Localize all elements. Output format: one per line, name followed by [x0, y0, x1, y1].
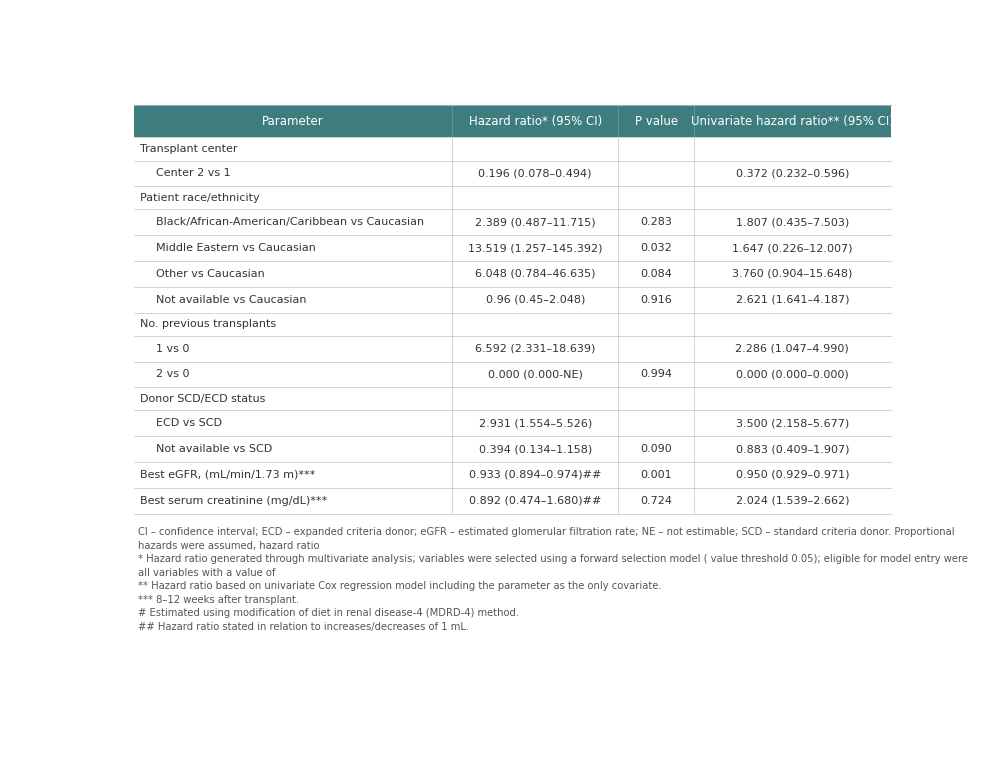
Text: Best eGFR, (mL/min/1.73 m)***: Best eGFR, (mL/min/1.73 m)***	[140, 470, 316, 480]
Text: *** 8–12 weeks after transplant.: *** 8–12 weeks after transplant.	[138, 595, 299, 605]
Text: 0.090: 0.090	[640, 444, 672, 454]
Bar	[134, 137, 891, 160]
Bar	[134, 313, 891, 336]
Bar	[134, 186, 891, 209]
Text: 0.283: 0.283	[640, 217, 672, 227]
Text: 2 vs 0: 2 vs 0	[156, 370, 190, 380]
Text: 2.286 (1.047–4.990): 2.286 (1.047–4.990)	[735, 344, 849, 354]
Text: 0.724: 0.724	[640, 495, 672, 505]
Bar	[134, 261, 891, 287]
Bar	[134, 387, 891, 410]
Text: 3.500 (2.158–5.677): 3.500 (2.158–5.677)	[736, 418, 849, 428]
Bar	[134, 336, 891, 361]
Bar	[134, 287, 891, 313]
Text: Transplant center: Transplant center	[140, 144, 238, 154]
Text: all variables with a value of: all variables with a value of	[138, 568, 276, 578]
Text: Donor SCD/ECD status: Donor SCD/ECD status	[140, 394, 266, 404]
Text: Other vs Caucasian: Other vs Caucasian	[156, 269, 265, 279]
Text: 6.592 (2.331–18.639): 6.592 (2.331–18.639)	[475, 344, 595, 354]
Text: Not available vs Caucasian: Not available vs Caucasian	[156, 295, 306, 304]
Text: P value: P value	[635, 115, 678, 128]
Bar	[134, 462, 891, 488]
Bar	[134, 105, 891, 137]
Text: CI – confidence interval; ECD – expanded criteria donor; eGFR – estimated glomer: CI – confidence interval; ECD – expanded…	[138, 528, 955, 538]
Text: 0.000 (0.000–0.000): 0.000 (0.000–0.000)	[736, 370, 849, 380]
Text: 1.647 (0.226–12.007): 1.647 (0.226–12.007)	[732, 243, 853, 253]
Text: 0.883 (0.409–1.907): 0.883 (0.409–1.907)	[736, 444, 849, 454]
Text: 0.933 (0.894–0.974)##: 0.933 (0.894–0.974)##	[469, 470, 601, 480]
Bar	[134, 209, 891, 235]
Text: 2.389 (0.487–11.715): 2.389 (0.487–11.715)	[475, 217, 596, 227]
Text: ## Hazard ratio stated in relation to increases/decreases of 1 mL.: ## Hazard ratio stated in relation to in…	[138, 622, 469, 632]
Text: 0.994: 0.994	[640, 370, 672, 380]
Text: 1 vs 0: 1 vs 0	[156, 344, 189, 354]
Text: Middle Eastern vs Caucasian: Middle Eastern vs Caucasian	[156, 243, 316, 253]
Text: ECD vs SCD: ECD vs SCD	[156, 418, 222, 428]
Text: 0.372 (0.232–0.596): 0.372 (0.232–0.596)	[736, 169, 849, 179]
Text: 0.196 (0.078–0.494): 0.196 (0.078–0.494)	[478, 169, 592, 179]
Text: 0.001: 0.001	[640, 470, 672, 480]
Text: # Estimated using modification of diet in renal disease-4 (MDRD-4) method.: # Estimated using modification of diet i…	[138, 608, 519, 618]
Text: 0.084: 0.084	[640, 269, 672, 279]
Text: 2.621 (1.641–4.187): 2.621 (1.641–4.187)	[736, 295, 849, 304]
Bar	[134, 436, 891, 462]
Bar	[134, 160, 891, 186]
Text: 0.032: 0.032	[640, 243, 672, 253]
Text: 0.394 (0.134–1.158): 0.394 (0.134–1.158)	[479, 444, 592, 454]
Bar	[134, 235, 891, 261]
Text: * Hazard ratio generated through multivariate analysis; variables were selected : * Hazard ratio generated through multiva…	[138, 555, 968, 565]
Bar	[134, 410, 891, 436]
Text: ** Hazard ratio based on univariate Cox regression model including the parameter: ** Hazard ratio based on univariate Cox …	[138, 581, 662, 591]
Text: Parameter: Parameter	[262, 115, 324, 128]
Text: 2.931 (1.554–5.526): 2.931 (1.554–5.526)	[479, 418, 592, 428]
Text: 13.519 (1.257–145.392): 13.519 (1.257–145.392)	[468, 243, 602, 253]
Text: Patient race/ethnicity: Patient race/ethnicity	[140, 193, 260, 203]
Text: Black/African-American/Caribbean vs Caucasian: Black/African-American/Caribbean vs Cauc…	[156, 217, 424, 227]
Text: 3.760 (0.904–15.648): 3.760 (0.904–15.648)	[732, 269, 853, 279]
Text: Not available vs SCD: Not available vs SCD	[156, 444, 272, 454]
Text: 0.916: 0.916	[640, 295, 672, 304]
Text: 0.000 (0.000-NE): 0.000 (0.000-NE)	[488, 370, 583, 380]
Text: 0.96 (0.45–2.048): 0.96 (0.45–2.048)	[486, 295, 585, 304]
Text: Best serum creatinine (mg/dL)***: Best serum creatinine (mg/dL)***	[140, 495, 328, 505]
Text: Center 2 vs 1: Center 2 vs 1	[156, 169, 231, 179]
Text: 0.950 (0.929–0.971): 0.950 (0.929–0.971)	[736, 470, 849, 480]
Text: hazards were assumed, hazard ratio: hazards were assumed, hazard ratio	[138, 541, 320, 551]
Bar	[134, 488, 891, 514]
Text: Hazard ratio* (95% CI): Hazard ratio* (95% CI)	[469, 115, 602, 128]
Text: 6.048 (0.784–46.635): 6.048 (0.784–46.635)	[475, 269, 595, 279]
Text: 1.807 (0.435–7.503): 1.807 (0.435–7.503)	[736, 217, 849, 227]
Text: 0.892 (0.474–1.680)##: 0.892 (0.474–1.680)##	[469, 495, 601, 505]
Bar	[134, 361, 891, 387]
Text: Univariate hazard ratio** (95% CI): Univariate hazard ratio** (95% CI)	[691, 115, 894, 128]
Text: No. previous transplants: No. previous transplants	[140, 319, 277, 329]
Text: 2.024 (1.539–2.662): 2.024 (1.539–2.662)	[736, 495, 849, 505]
